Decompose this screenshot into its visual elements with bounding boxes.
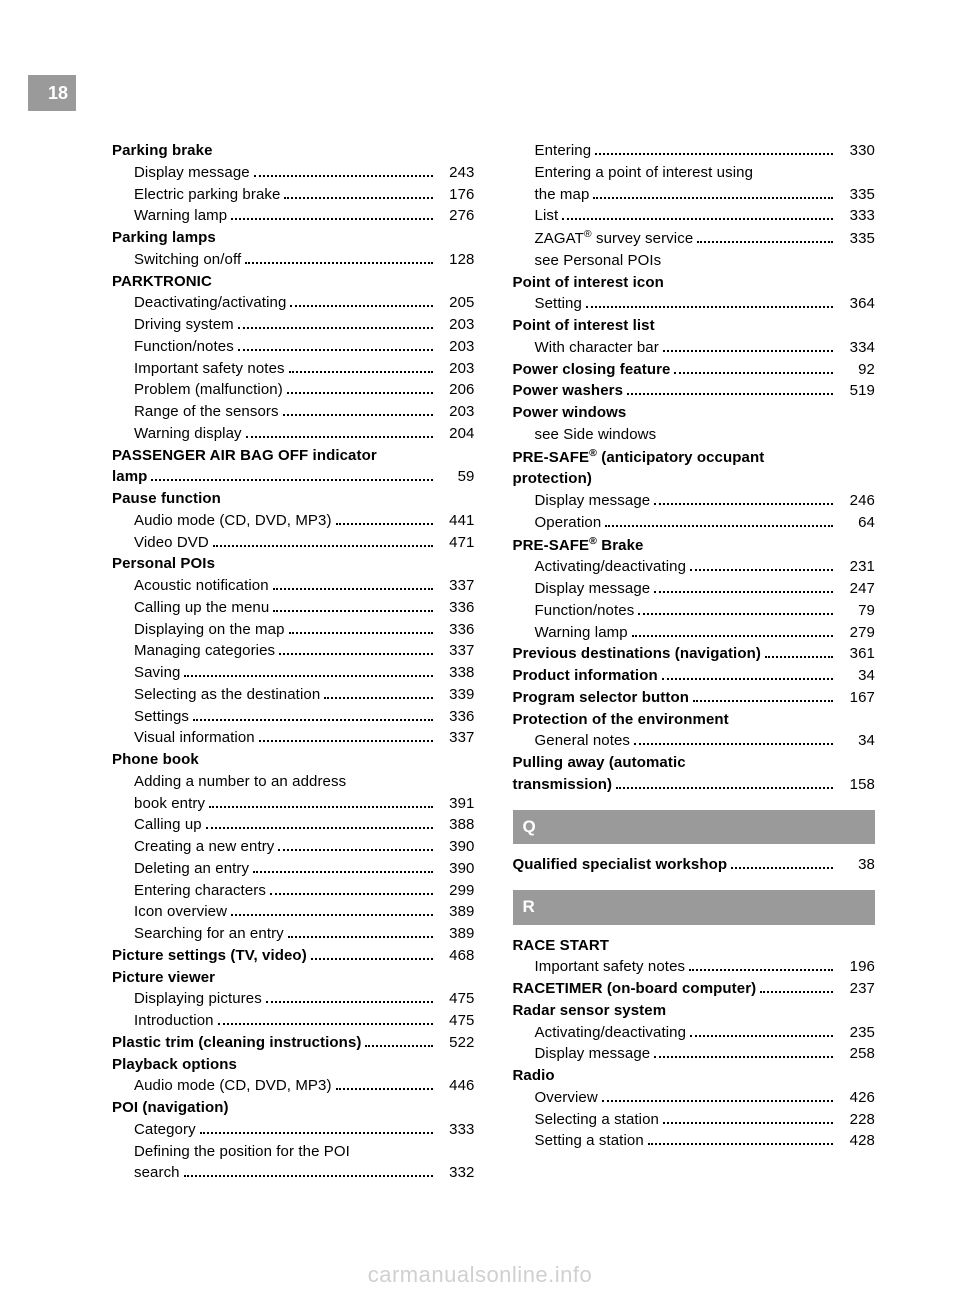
section-letter: Q <box>513 810 876 845</box>
index-subentry: Introduction475 <box>112 1010 475 1032</box>
index-subentry: Entering330 <box>513 140 876 162</box>
index-subentry: Warning lamp279 <box>513 622 876 644</box>
index-subentry: Driving system203 <box>112 314 475 336</box>
index-heading: Radar sensor system <box>513 1000 876 1022</box>
index-entry-bold: Power closing feature92 <box>513 359 876 381</box>
index-subentry: Electric parking brake176 <box>112 184 475 206</box>
index-entry-bold: Previous destinations (navigation)361 <box>513 643 876 665</box>
index-entry-bold: Picture settings (TV, video)468 <box>112 945 475 967</box>
index-subentry: ZAGAT® survey service335 <box>513 227 876 250</box>
index-heading: PASSENGER AIR BAG OFF indicatorlamp59 <box>112 445 475 489</box>
index-subentry: see Personal POIs <box>513 250 876 272</box>
index-subentry: Adding a number to an addressbook entry3… <box>112 771 475 815</box>
index-subentry: Warning lamp276 <box>112 205 475 227</box>
index-subentry: Display message243 <box>112 162 475 184</box>
section-header: Index <box>76 75 875 111</box>
index-entry-bold: Power washers519 <box>513 380 876 402</box>
index-subentry: Creating a new entry390 <box>112 836 475 858</box>
index-subentry: Searching for an entry389 <box>112 923 475 945</box>
index-heading: Parking lamps <box>112 227 475 249</box>
index-subentry: Display message246 <box>513 490 876 512</box>
index-entry-bold: Product information34 <box>513 665 876 687</box>
index-entry-bold: Program selector button167 <box>513 687 876 709</box>
index-subentry: Entering a point of interest usingthe ma… <box>513 162 876 206</box>
index-subentry: Function/notes79 <box>513 600 876 622</box>
index-content: Parking brakeDisplay message243Electric … <box>112 140 875 1242</box>
index-subentry: Problem (malfunction)206 <box>112 379 475 401</box>
index-subentry: Setting a station428 <box>513 1130 876 1152</box>
index-subentry: Displaying on the map336 <box>112 619 475 641</box>
index-subentry: Calling up the menu336 <box>112 597 475 619</box>
index-subentry: Managing categories337 <box>112 640 475 662</box>
index-subentry: Icon overview389 <box>112 901 475 923</box>
index-heading: Protection of the environment <box>513 709 876 731</box>
index-subentry: Display message258 <box>513 1043 876 1065</box>
index-subentry: Saving338 <box>112 662 475 684</box>
index-subentry: Selecting as the destination339 <box>112 684 475 706</box>
index-entry-bold: Plastic trim (cleaning instructions)522 <box>112 1032 475 1054</box>
index-heading: Point of interest list <box>513 315 876 337</box>
index-heading: PRE-SAFE® (anticipatory occupantprotecti… <box>513 446 876 491</box>
page-number: 18 <box>48 83 68 104</box>
index-heading: PRE-SAFE® Brake <box>513 534 876 557</box>
index-subentry: Warning display204 <box>112 423 475 445</box>
index-heading: Personal POIs <box>112 553 475 575</box>
index-heading: Phone book <box>112 749 475 771</box>
index-subentry: Operation64 <box>513 512 876 534</box>
index-subentry: Visual information337 <box>112 727 475 749</box>
section-title: Index <box>91 80 151 106</box>
index-subentry: List333 <box>513 205 876 227</box>
index-entry-bold: Qualified specialist workshop38 <box>513 854 876 876</box>
section-letter: R <box>513 890 876 925</box>
index-subentry: Range of the sensors203 <box>112 401 475 423</box>
index-heading: Pause function <box>112 488 475 510</box>
index-subentry: Video DVD471 <box>112 532 475 554</box>
footer-text: carmanualsonline.info <box>368 1262 593 1287</box>
index-heading: Radio <box>513 1065 876 1087</box>
index-subentry: Calling up388 <box>112 814 475 836</box>
index-subentry: Acoustic notification337 <box>112 575 475 597</box>
index-subentry: Function/notes203 <box>112 336 475 358</box>
index-heading: Playback options <box>112 1054 475 1076</box>
index-subentry: Display message247 <box>513 578 876 600</box>
index-subentry: Activating/deactivating231 <box>513 556 876 578</box>
index-subentry: Overview426 <box>513 1087 876 1109</box>
index-subentry: Displaying pictures475 <box>112 988 475 1010</box>
index-subentry: Switching on/off128 <box>112 249 475 271</box>
footer-watermark: carmanualsonline.info <box>0 1262 960 1288</box>
index-entry-bold: RACETIMER (on-board computer)237 <box>513 978 876 1000</box>
index-subentry: Selecting a station228 <box>513 1109 876 1131</box>
index-subentry: Audio mode (CD, DVD, MP3)446 <box>112 1075 475 1097</box>
index-subentry: Category333 <box>112 1119 475 1141</box>
index-subentry: Settings336 <box>112 706 475 728</box>
index-heading: Parking brake <box>112 140 475 162</box>
index-heading: POI (navigation) <box>112 1097 475 1119</box>
index-subentry: Deactivating/activating205 <box>112 292 475 314</box>
index-subentry: Audio mode (CD, DVD, MP3)441 <box>112 510 475 532</box>
index-heading: Pulling away (automatictransmission)158 <box>513 752 876 796</box>
right-column: Entering330Entering a point of interest … <box>513 140 876 1242</box>
index-subentry: With character bar334 <box>513 337 876 359</box>
index-heading: RACE START <box>513 935 876 957</box>
index-subentry: Defining the position for the POIsearch3… <box>112 1141 475 1185</box>
index-heading: Point of interest icon <box>513 272 876 294</box>
index-subentry: Deleting an entry390 <box>112 858 475 880</box>
index-subentry: see Side windows <box>513 424 876 446</box>
index-subentry: Activating/deactivating235 <box>513 1022 876 1044</box>
index-heading: Picture viewer <box>112 967 475 989</box>
page-number-tab: 18 <box>28 75 76 111</box>
index-subentry: Setting364 <box>513 293 876 315</box>
index-heading: Power windows <box>513 402 876 424</box>
index-subentry: Important safety notes196 <box>513 956 876 978</box>
index-subentry: Important safety notes203 <box>112 358 475 380</box>
left-column: Parking brakeDisplay message243Electric … <box>112 140 475 1242</box>
index-heading: PARKTRONIC <box>112 271 475 293</box>
index-subentry: Entering characters299 <box>112 880 475 902</box>
index-subentry: General notes34 <box>513 730 876 752</box>
